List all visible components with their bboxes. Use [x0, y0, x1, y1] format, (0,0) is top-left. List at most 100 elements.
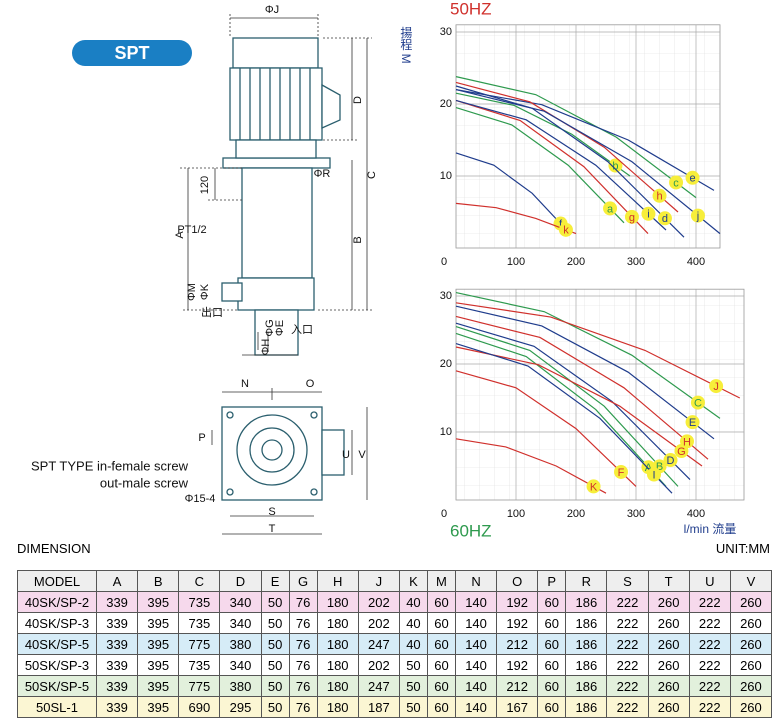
- cell: 50: [260, 675, 290, 697]
- cell: 222: [688, 696, 731, 718]
- x-axis-label: l/min 流量: [684, 522, 737, 536]
- curve-label: d: [662, 213, 668, 225]
- cell: K: [398, 570, 428, 592]
- curve: [455, 99, 667, 231]
- dimension-label: B: [352, 236, 364, 243]
- curve: [455, 85, 685, 238]
- chart-title: 60HZ: [450, 521, 492, 540]
- label-badge: [709, 379, 724, 394]
- curve: [455, 89, 721, 235]
- cell: 186: [565, 612, 608, 634]
- cell: 40SK/SP-5: [17, 633, 97, 655]
- cell: 222: [688, 633, 731, 655]
- cell: G: [288, 570, 318, 592]
- dimension-label: T: [269, 523, 276, 535]
- cell: 180: [316, 696, 359, 718]
- x-tick-label: 0: [441, 508, 447, 520]
- cell: H: [316, 570, 359, 592]
- cell: 76: [288, 612, 318, 634]
- cell: J: [357, 570, 400, 592]
- cell: C: [178, 570, 221, 592]
- cell: 40SK/SP-2: [17, 591, 97, 613]
- curve: [455, 302, 741, 399]
- data-row: 50SL-1 339 395 690 295 50 76 180 187 50 60 140 167 60…: [17, 696, 773, 718]
- dimension-label: ΦR: [314, 168, 331, 180]
- cell: 339: [95, 654, 139, 676]
- cell: E: [260, 570, 290, 592]
- curve: [455, 76, 697, 199]
- cell: 395: [137, 654, 180, 676]
- cell: 775: [178, 633, 221, 655]
- cell: 76: [288, 633, 318, 655]
- cell: 222: [606, 591, 649, 613]
- dimension-label: 入口: [291, 324, 313, 336]
- cell: 186: [565, 696, 608, 718]
- cell: 339: [95, 696, 139, 718]
- curve-label: h: [656, 191, 662, 203]
- cell: 339: [95, 612, 139, 634]
- dimension-label: ΦH: [260, 339, 272, 356]
- cell: 222: [606, 675, 649, 697]
- curve: [455, 343, 673, 494]
- cell: 212: [496, 675, 539, 697]
- cell: 50SL-1: [17, 696, 97, 718]
- cell: 40: [398, 591, 428, 613]
- cell: 187: [357, 696, 400, 718]
- cell: 260: [729, 696, 773, 718]
- dimension-table: MODEL A B C D E G H J K M N O P R S T U V 40SK/SP-2 339 395 73…: [17, 570, 773, 718]
- curve-label: i: [647, 209, 649, 221]
- cell: 775: [178, 675, 221, 697]
- badge-text: SPT: [114, 43, 149, 63]
- label-badge: [685, 415, 700, 430]
- x-tick-label: 200: [567, 256, 585, 268]
- data-row: 40SK/SP-3 339 395 735 340 50 76 180 202 40 60 140 19…: [17, 612, 773, 634]
- label-badge: [652, 188, 667, 203]
- x-tick-label: 300: [627, 256, 645, 268]
- cell: 60: [537, 696, 567, 718]
- cell: 202: [357, 612, 400, 634]
- curve: [455, 326, 679, 487]
- note: SPT TYPE in-female screw: [31, 458, 189, 473]
- cell: O: [496, 570, 539, 592]
- cell: 340: [219, 654, 262, 676]
- cell: 140: [454, 612, 498, 634]
- plot-area: [455, 288, 745, 501]
- cell: 50: [398, 696, 428, 718]
- cell: 140: [454, 696, 498, 718]
- label-badge: [685, 170, 700, 185]
- curve-label: C: [694, 397, 702, 409]
- curve-label: F: [618, 467, 625, 479]
- y-tick-label: 30: [440, 290, 452, 302]
- curve: [455, 107, 625, 224]
- cell: 76: [288, 591, 318, 613]
- cell: 260: [647, 591, 690, 613]
- cell: U: [688, 570, 731, 592]
- cell: 192: [496, 654, 539, 676]
- data-row: 50SK/SP-3 339 395 735 340 50 76 180 202 50 60 140 19…: [17, 654, 773, 676]
- cell: 260: [647, 633, 690, 655]
- cell: 60: [537, 633, 567, 655]
- cell: T: [647, 570, 690, 592]
- cell: 339: [95, 591, 139, 613]
- curve-label: J: [713, 381, 719, 393]
- cell: 260: [647, 675, 690, 697]
- cell: 50: [260, 654, 290, 676]
- cell: P: [537, 570, 567, 592]
- curve-label: I: [652, 469, 655, 481]
- cell: 295: [219, 696, 262, 718]
- cell: 260: [647, 654, 690, 676]
- cell: 202: [357, 654, 400, 676]
- cell: 76: [288, 696, 318, 718]
- curve-label: K: [590, 481, 598, 493]
- curve: [455, 370, 637, 487]
- curve-label: g: [629, 212, 635, 224]
- dimension-label: U: [342, 449, 350, 461]
- curve: [455, 322, 691, 481]
- cell: 395: [137, 612, 180, 634]
- cell: MODEL: [17, 570, 97, 592]
- cell: 222: [606, 696, 649, 718]
- cell: 222: [688, 612, 731, 634]
- curve: [455, 92, 631, 177]
- cell: 50: [260, 612, 290, 634]
